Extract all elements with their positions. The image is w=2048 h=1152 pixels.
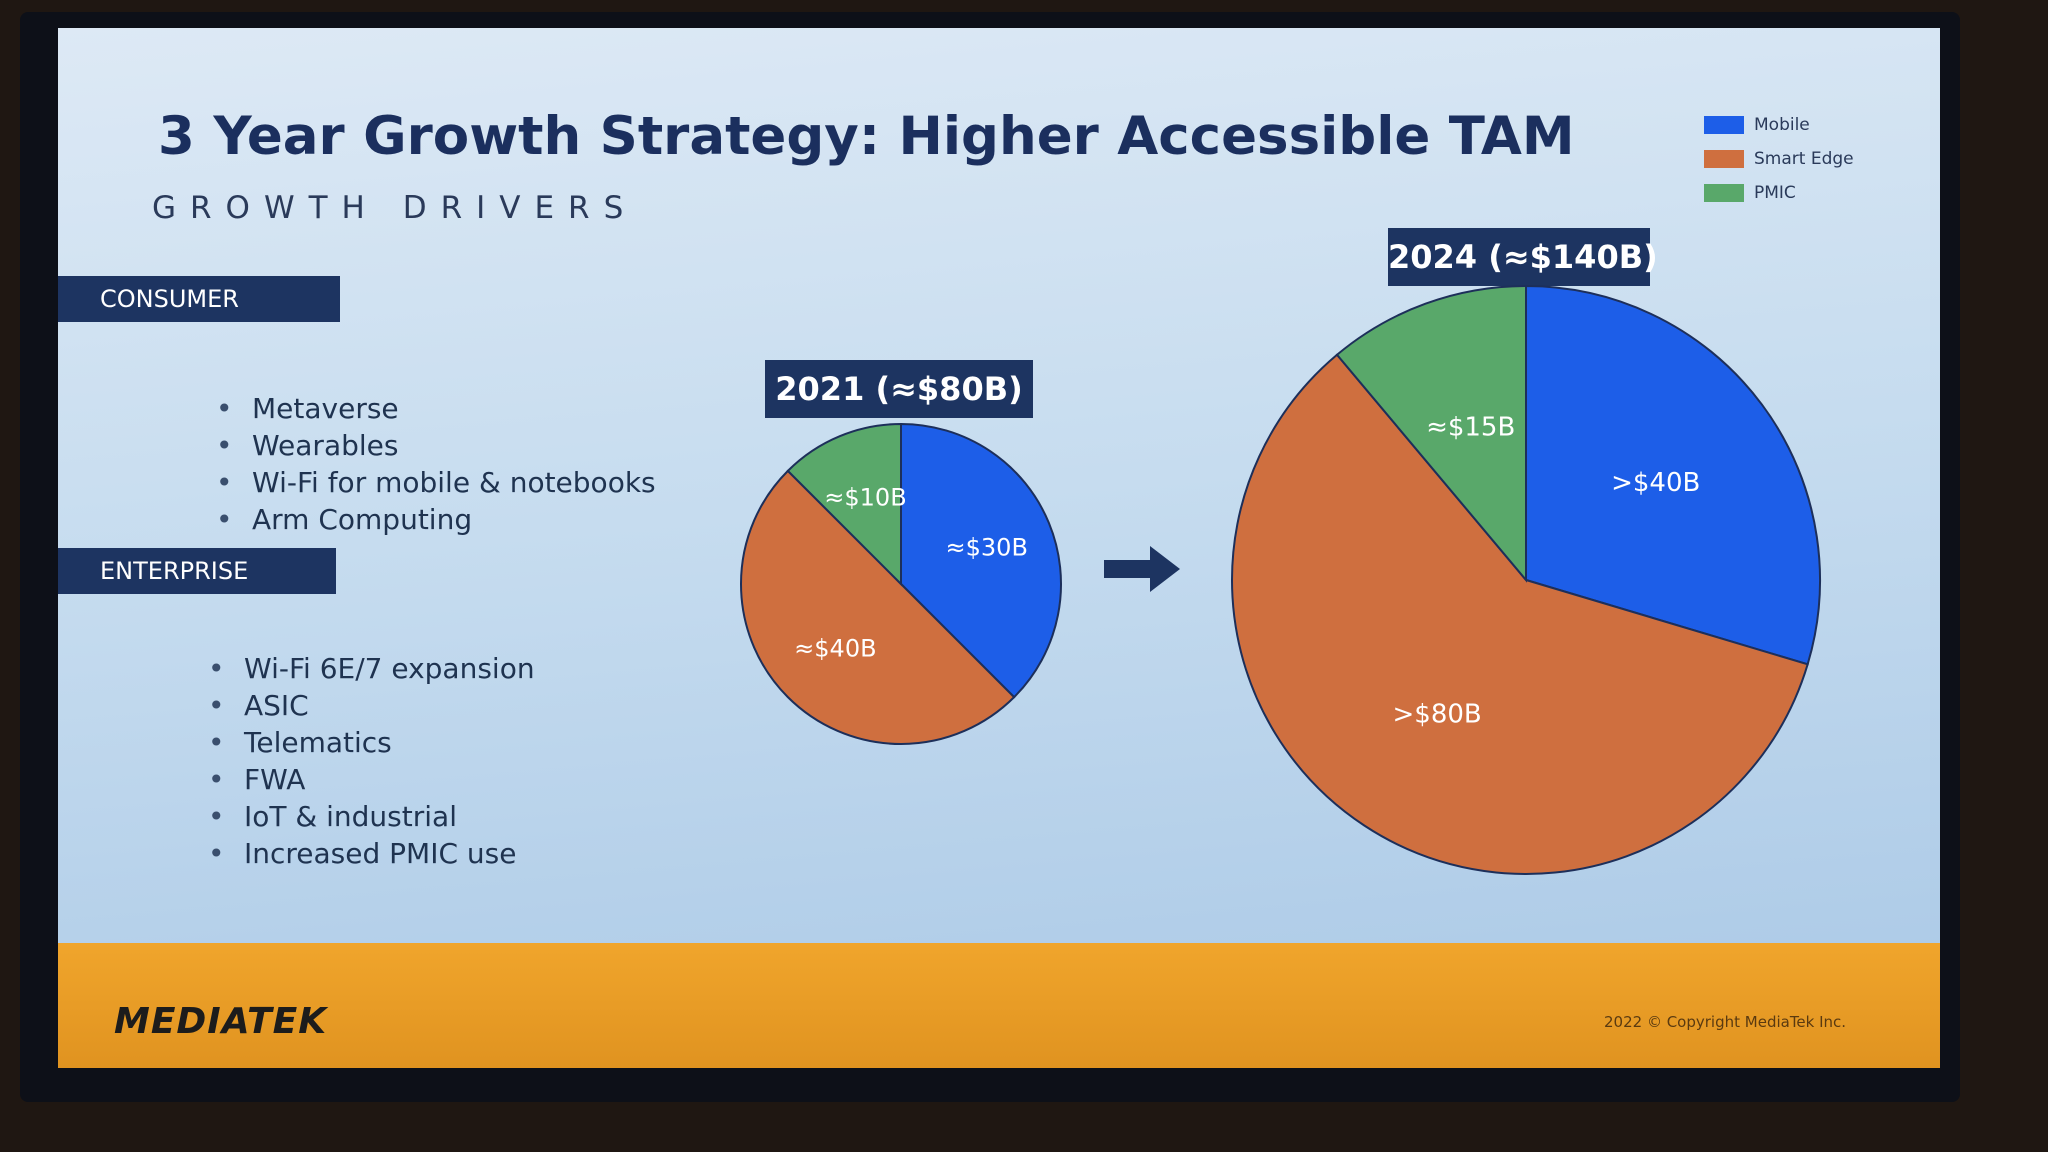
- pie-charts: ≈$30B ≈$40B ≈$10B >$40B >$80B ≈$15B: [740, 284, 1821, 875]
- enterprise-section-label: ENTERPRISE: [58, 548, 336, 594]
- list-item: Arm Computing: [216, 501, 656, 538]
- list-item: IoT & industrial: [208, 798, 535, 835]
- pie-2021-data-label: ≈$30B: [946, 533, 1028, 561]
- consumer-section-label: CONSUMER: [58, 276, 340, 322]
- pie-2024: >$40B >$80B ≈$15B: [1231, 284, 1821, 875]
- pie-2024-slice-smart-edge: [1231, 353, 1809, 875]
- list-item: Wearables: [216, 427, 656, 464]
- legend-label: Smart Edge: [1754, 149, 1854, 169]
- legend-item-pmic: PMIC: [1704, 176, 1854, 210]
- legend-label: PMIC: [1754, 183, 1796, 203]
- pie-2024-slice-mobile: [1525, 284, 1821, 666]
- pie-2021-data-label: ≈$40B: [794, 635, 876, 663]
- pie-2021-data-label: ≈$10B: [824, 483, 906, 511]
- slide-subtitle: GROWTH DRIVERS: [152, 190, 638, 226]
- list-item: Wi-Fi for mobile & notebooks: [216, 464, 656, 501]
- pie-2024-slice-pmic: [1335, 284, 1527, 583]
- list-item: Metaverse: [216, 390, 656, 427]
- list-item: FWA: [208, 761, 535, 798]
- legend-swatch: [1704, 184, 1744, 202]
- pie-2024-data-label: >$80B: [1393, 700, 1482, 730]
- pie-2024-data-label: ≈$15B: [1426, 413, 1515, 443]
- pie-2024-data-label: >$40B: [1611, 468, 1700, 498]
- copyright-text: 2022 © Copyright MediaTek Inc.: [1604, 1013, 1847, 1031]
- pie-2021-slice-pmic: [786, 422, 902, 587]
- pie-2021-title: 2021 (≈$80B): [765, 360, 1033, 418]
- consumer-drivers-list: Metaverse Wearables Wi-Fi for mobile & n…: [216, 390, 656, 538]
- right-arrow-icon: [1104, 546, 1180, 592]
- enterprise-drivers-list: Wi-Fi 6E/7 expansion ASIC Telematics FWA…: [208, 650, 535, 872]
- legend-label: Mobile: [1754, 115, 1810, 135]
- pie-2021: ≈$30B ≈$40B ≈$10B: [740, 422, 1062, 745]
- legend-swatch: [1704, 116, 1744, 134]
- list-item: Wi-Fi 6E/7 expansion: [208, 650, 535, 687]
- slide-footer: MEDIATEK 2022 © Copyright MediaTek Inc.: [58, 943, 1940, 1068]
- chart-legend: Mobile Smart Edge PMIC: [1704, 108, 1854, 210]
- mediatek-logo: MEDIATEK: [114, 1001, 328, 1042]
- pie-2021-slice-smart-edge: [740, 469, 1016, 745]
- list-item: ASIC: [208, 687, 535, 724]
- legend-item-smart-edge: Smart Edge: [1704, 142, 1854, 176]
- pie-2021-slice-mobile: [900, 422, 1062, 699]
- slide-title: 3 Year Growth Strategy: Higher Accessibl…: [158, 106, 1575, 167]
- presentation-slide: 3 Year Growth Strategy: Higher Accessibl…: [58, 28, 1940, 1068]
- list-item: Telematics: [208, 724, 535, 761]
- list-item: Increased PMIC use: [208, 835, 535, 872]
- legend-item-mobile: Mobile: [1704, 108, 1854, 142]
- legend-swatch: [1704, 150, 1744, 168]
- pie-2024-title: 2024 (≈$140B): [1388, 228, 1658, 286]
